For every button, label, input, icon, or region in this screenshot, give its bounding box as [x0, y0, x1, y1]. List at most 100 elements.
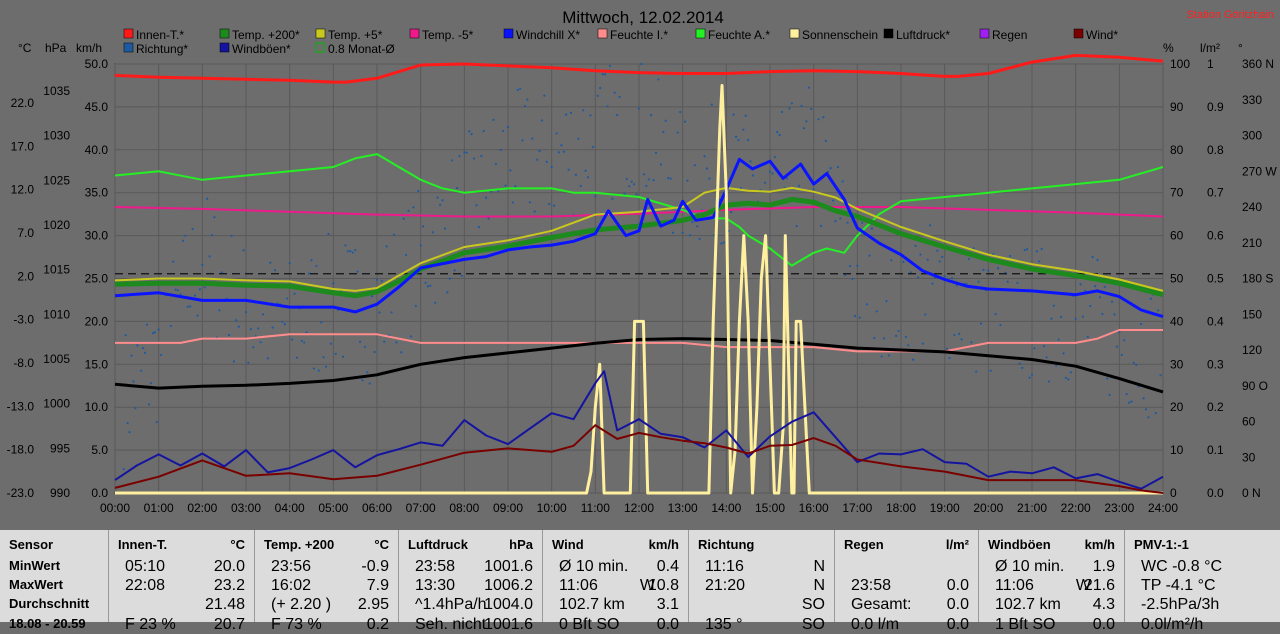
- direction-point: [1006, 280, 1009, 283]
- direction-point: [320, 321, 323, 324]
- direction-point: [257, 327, 260, 330]
- direction-point: [149, 382, 153, 385]
- direction-point: [380, 279, 383, 282]
- table-column-richtung: Richtung 11:16 N 21:20 N SO 135 ° SO: [688, 530, 835, 633]
- direction-point: [708, 177, 711, 180]
- table-header: Regen: [844, 537, 884, 552]
- direction-point: [237, 325, 240, 328]
- unit-pressure: hPa: [45, 41, 67, 55]
- direction-point: [392, 233, 396, 236]
- y-tick-temp: 7.0: [17, 226, 34, 240]
- table-cell: 23:56: [271, 558, 312, 575]
- direction-point: [266, 357, 269, 360]
- direction-point: [378, 311, 381, 314]
- direction-point: [514, 185, 517, 188]
- direction-point: [817, 118, 820, 121]
- direction-point: [659, 163, 662, 166]
- table-cell: 11:16: [705, 558, 744, 575]
- direction-point: [502, 129, 505, 133]
- table-cell: 2.95: [357, 596, 389, 613]
- y-tick-percent: 20: [1170, 400, 1184, 414]
- direction-point: [492, 118, 495, 121]
- direction-point: [589, 114, 592, 117]
- y-tick-percent: 30: [1170, 357, 1184, 371]
- y-tick-speed: 30.0: [85, 229, 109, 243]
- direction-point: [1093, 285, 1097, 288]
- table-cell: 0.0l/m²/h: [1141, 616, 1204, 633]
- unit-rain: l/m²: [1200, 41, 1220, 55]
- direction-point: [805, 120, 808, 123]
- direction-point: [1021, 366, 1024, 369]
- table-cell: 23:58: [415, 558, 456, 575]
- direction-point: [904, 335, 907, 338]
- y-tick-speed: 0.0: [91, 486, 108, 500]
- direction-point: [989, 369, 992, 372]
- y-tick-percent: 0: [1170, 486, 1177, 500]
- legend-swatch: [409, 28, 420, 39]
- series-feuchte-i: [115, 329, 1163, 353]
- y-tick-direction: 120: [1242, 343, 1262, 357]
- table-header: Innen-T.: [118, 537, 168, 552]
- direction-point: [856, 264, 859, 267]
- direction-point: [1120, 353, 1123, 357]
- table-cell: 0.0: [946, 616, 969, 633]
- direction-point: [385, 245, 388, 248]
- series-sonnenschein: [115, 84, 1163, 495]
- series-temp-5: [114, 206, 1164, 218]
- direction-point: [1159, 374, 1162, 377]
- direction-point: [143, 351, 147, 354]
- table-cell: 1 Bft SO: [995, 616, 1056, 633]
- direction-point: [552, 204, 556, 207]
- direction-point: [550, 165, 553, 169]
- y-tick-speed: 40.0: [85, 143, 109, 157]
- table-header: Temp. +200: [264, 537, 335, 552]
- direction-point: [645, 184, 648, 188]
- legend-label: Feuchte I.*: [610, 28, 668, 42]
- direction-point: [1009, 254, 1012, 258]
- x-tick-label: 09:00: [493, 501, 523, 515]
- direction-point: [453, 269, 456, 272]
- legend-swatch: [219, 28, 230, 39]
- direction-point: [916, 276, 920, 279]
- direction-point: [402, 217, 405, 220]
- direction-point: [698, 237, 701, 240]
- direction-point: [829, 167, 832, 170]
- direction-point: [259, 341, 262, 344]
- direction-point: [912, 358, 915, 361]
- direction-point: [531, 137, 534, 140]
- direction-point: [616, 113, 619, 117]
- direction-point: [1113, 313, 1116, 316]
- direction-point: [1016, 281, 1019, 284]
- legend-label: Windböen*: [232, 42, 291, 56]
- direction-point: [147, 403, 151, 406]
- direction-point: [468, 130, 471, 133]
- x-tick-label: 06:00: [362, 501, 392, 515]
- direction-point: [310, 259, 313, 262]
- direction-point: [870, 227, 873, 230]
- direction-point: [305, 331, 308, 334]
- direction-point: [213, 216, 216, 219]
- legend-swatch: [219, 42, 230, 53]
- direction-point: [798, 184, 801, 187]
- direction-point: [322, 356, 325, 359]
- direction-point: [705, 167, 709, 170]
- direction-point: [819, 224, 823, 227]
- direction-point: [924, 313, 927, 316]
- unit-speed: km/h: [76, 41, 102, 55]
- direction-point: [497, 190, 500, 193]
- table-cell: W: [1075, 577, 1091, 594]
- direction-point: [776, 131, 779, 134]
- direction-point: [625, 177, 628, 181]
- direction-point: [208, 255, 211, 258]
- direction-point: [446, 291, 449, 294]
- direction-point: [540, 119, 544, 122]
- y-tick-rain: 0.9: [1207, 100, 1224, 114]
- y-tick-temp: 17.0: [11, 139, 35, 153]
- direction-point: [351, 251, 354, 254]
- direction-point: [577, 137, 580, 140]
- direction-point: [417, 189, 420, 193]
- table-header: Sensor: [9, 537, 54, 552]
- y-tick-speed: 5.0: [91, 443, 108, 457]
- x-tick-label: 24:00: [1148, 501, 1178, 515]
- legend-label: 0.8 Monat-Ø: [328, 42, 395, 56]
